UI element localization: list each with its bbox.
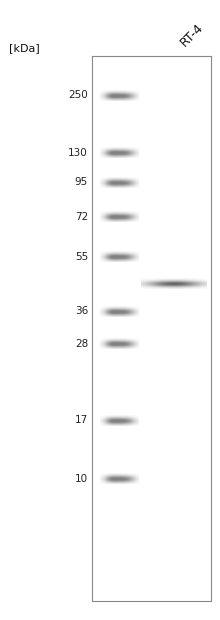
Text: 28: 28: [75, 339, 88, 349]
Text: 72: 72: [75, 212, 88, 222]
Text: 55: 55: [75, 252, 88, 262]
Text: RT-4: RT-4: [178, 22, 206, 50]
Text: 17: 17: [75, 415, 88, 425]
Text: [kDa]: [kDa]: [9, 43, 40, 53]
Text: 250: 250: [68, 90, 88, 100]
Text: 95: 95: [75, 177, 88, 187]
Text: 10: 10: [75, 474, 88, 484]
Text: 36: 36: [75, 306, 88, 316]
Text: 130: 130: [68, 148, 88, 158]
